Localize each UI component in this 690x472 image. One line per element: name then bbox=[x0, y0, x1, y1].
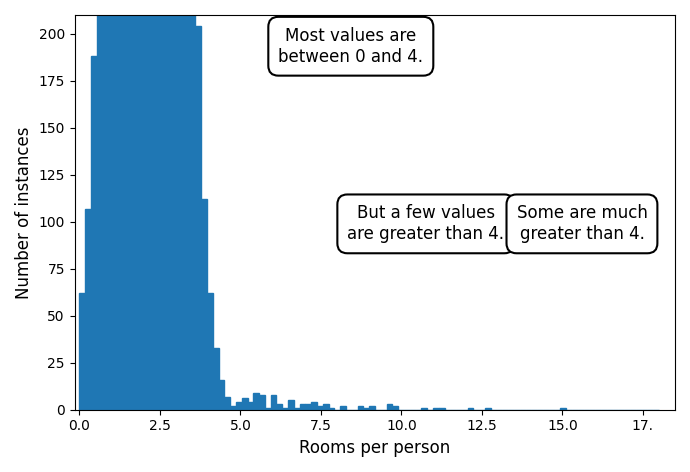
Bar bbox=[86, 209, 91, 410]
Bar bbox=[120, 0, 126, 410]
Bar bbox=[126, 0, 132, 410]
Bar bbox=[79, 293, 86, 410]
Bar bbox=[311, 402, 317, 410]
Bar bbox=[323, 404, 328, 410]
Bar bbox=[132, 0, 137, 410]
Bar bbox=[259, 395, 265, 410]
Bar bbox=[270, 395, 277, 410]
Bar bbox=[108, 0, 115, 410]
Bar bbox=[328, 408, 335, 410]
Bar bbox=[178, 0, 184, 410]
Bar bbox=[115, 0, 120, 410]
Bar bbox=[265, 408, 270, 410]
Bar bbox=[236, 402, 241, 410]
Bar bbox=[213, 348, 219, 410]
Bar bbox=[422, 408, 427, 410]
Text: Most values are
between 0 and 4.: Most values are between 0 and 4. bbox=[278, 27, 423, 66]
Bar bbox=[369, 406, 375, 410]
Bar bbox=[97, 0, 103, 410]
Bar bbox=[433, 408, 439, 410]
Y-axis label: Number of instances: Number of instances bbox=[15, 126, 33, 299]
Bar bbox=[248, 402, 253, 410]
Bar bbox=[161, 0, 166, 410]
Bar bbox=[306, 404, 311, 410]
Bar bbox=[137, 0, 144, 410]
Bar bbox=[439, 408, 444, 410]
Bar bbox=[149, 0, 155, 410]
Bar bbox=[393, 406, 398, 410]
Bar bbox=[357, 406, 364, 410]
Bar bbox=[317, 406, 323, 410]
Bar bbox=[207, 293, 213, 410]
Bar bbox=[253, 393, 259, 410]
Bar bbox=[282, 408, 288, 410]
Bar bbox=[144, 0, 149, 410]
X-axis label: Rooms per person: Rooms per person bbox=[299, 439, 451, 457]
Bar bbox=[103, 0, 108, 410]
Bar bbox=[485, 408, 491, 410]
Bar bbox=[340, 406, 346, 410]
Bar bbox=[294, 408, 299, 410]
Text: But a few values
are greater than 4.: But a few values are greater than 4. bbox=[347, 204, 504, 243]
Bar bbox=[166, 0, 172, 410]
Bar bbox=[288, 400, 294, 410]
Bar bbox=[201, 199, 207, 410]
Bar bbox=[190, 0, 195, 410]
Bar bbox=[277, 404, 282, 410]
Bar bbox=[386, 404, 393, 410]
Bar bbox=[184, 0, 190, 410]
Bar bbox=[560, 408, 566, 410]
Bar bbox=[468, 408, 473, 410]
Bar bbox=[155, 0, 161, 410]
Bar bbox=[241, 398, 248, 410]
Bar bbox=[195, 26, 201, 410]
Text: Some are much
greater than 4.: Some are much greater than 4. bbox=[517, 204, 647, 243]
Bar bbox=[364, 408, 369, 410]
Bar bbox=[172, 0, 178, 410]
Bar bbox=[219, 379, 224, 410]
Bar bbox=[91, 56, 97, 410]
Bar bbox=[224, 396, 230, 410]
Bar bbox=[230, 406, 236, 410]
Bar bbox=[299, 404, 306, 410]
